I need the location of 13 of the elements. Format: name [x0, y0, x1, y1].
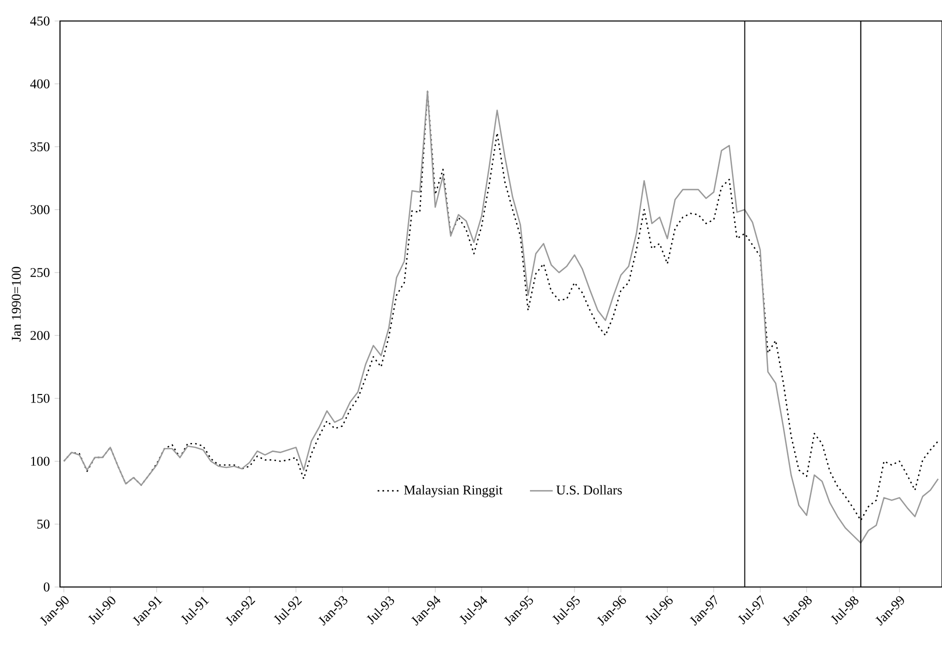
y-tick-label: 100 [31, 456, 50, 466]
y-tick-label: 350 [30, 142, 50, 152]
y-tick-label: 450 [30, 16, 50, 26]
legend-label: Malaysian Ringgit [404, 485, 503, 498]
y-tick-label: 400 [30, 79, 50, 88]
y-tick-label: 300 [30, 205, 50, 214]
y-tick-label: 250 [30, 268, 50, 278]
y-tick-label: 50 [37, 520, 50, 529]
y-tick-label: 150 [31, 394, 50, 403]
y-axis-title: Jan 1990=100 [12, 266, 21, 342]
y-tick-label: 200 [30, 330, 50, 340]
legend-label: U.S. Dollars [556, 485, 622, 495]
y-tick-label: 0 [44, 582, 50, 592]
